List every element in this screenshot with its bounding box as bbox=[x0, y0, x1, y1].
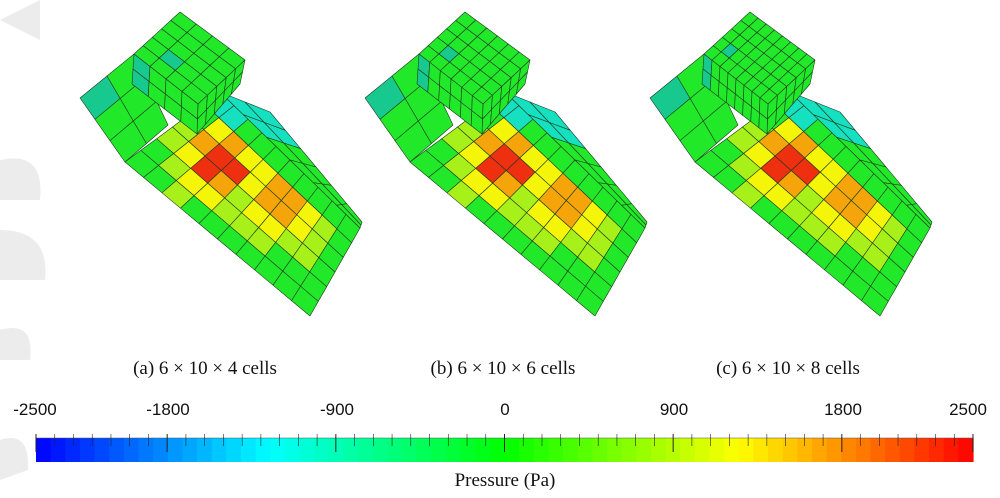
colorbar-tick-label: -900 bbox=[319, 400, 355, 419]
colorbar-tick-label: 1800 bbox=[824, 400, 862, 419]
colorbar-tick-label: 0 bbox=[500, 400, 510, 419]
mesh-cell bbox=[911, 203, 933, 226]
mesh-cell bbox=[231, 71, 243, 95]
mesh-cell bbox=[417, 101, 454, 144]
mesh-cell bbox=[758, 112, 768, 135]
mesh-cell bbox=[516, 71, 528, 95]
mesh-cell bbox=[702, 101, 739, 144]
colorbar-tick-label: -1800 bbox=[146, 400, 190, 419]
mesh-panel-c bbox=[649, 11, 933, 317]
caption-b: (b) 6 × 10 × 6 cells bbox=[430, 358, 576, 379]
caption-c: (c) 6 × 10 × 8 cells bbox=[716, 358, 860, 379]
mesh-panel-a bbox=[79, 11, 363, 317]
colorbar-title: Pressure (Pa) bbox=[454, 470, 556, 491]
pressure-colorbar bbox=[35, 434, 974, 462]
colorbar-tick-label: 900 bbox=[659, 400, 689, 419]
colorbar-ticks bbox=[35, 434, 974, 452]
mesh-b bbox=[364, 11, 648, 317]
mesh-cell bbox=[180, 106, 198, 135]
mesh-cell bbox=[132, 101, 169, 144]
colorbar-tick-label: 2500 bbox=[949, 400, 987, 419]
mesh-cell bbox=[341, 203, 363, 226]
mesh-c bbox=[649, 11, 933, 317]
mesh-cell bbox=[801, 71, 813, 95]
mesh-cell bbox=[626, 203, 648, 226]
mesh-a bbox=[79, 11, 363, 317]
watermark bbox=[0, 0, 46, 480]
colorbar-tick-label: -2500 bbox=[13, 400, 57, 419]
mesh-panel-b bbox=[364, 11, 648, 317]
mesh-cell bbox=[470, 110, 483, 135]
caption-a: (a) 6 × 10 × 4 cells bbox=[133, 358, 277, 379]
